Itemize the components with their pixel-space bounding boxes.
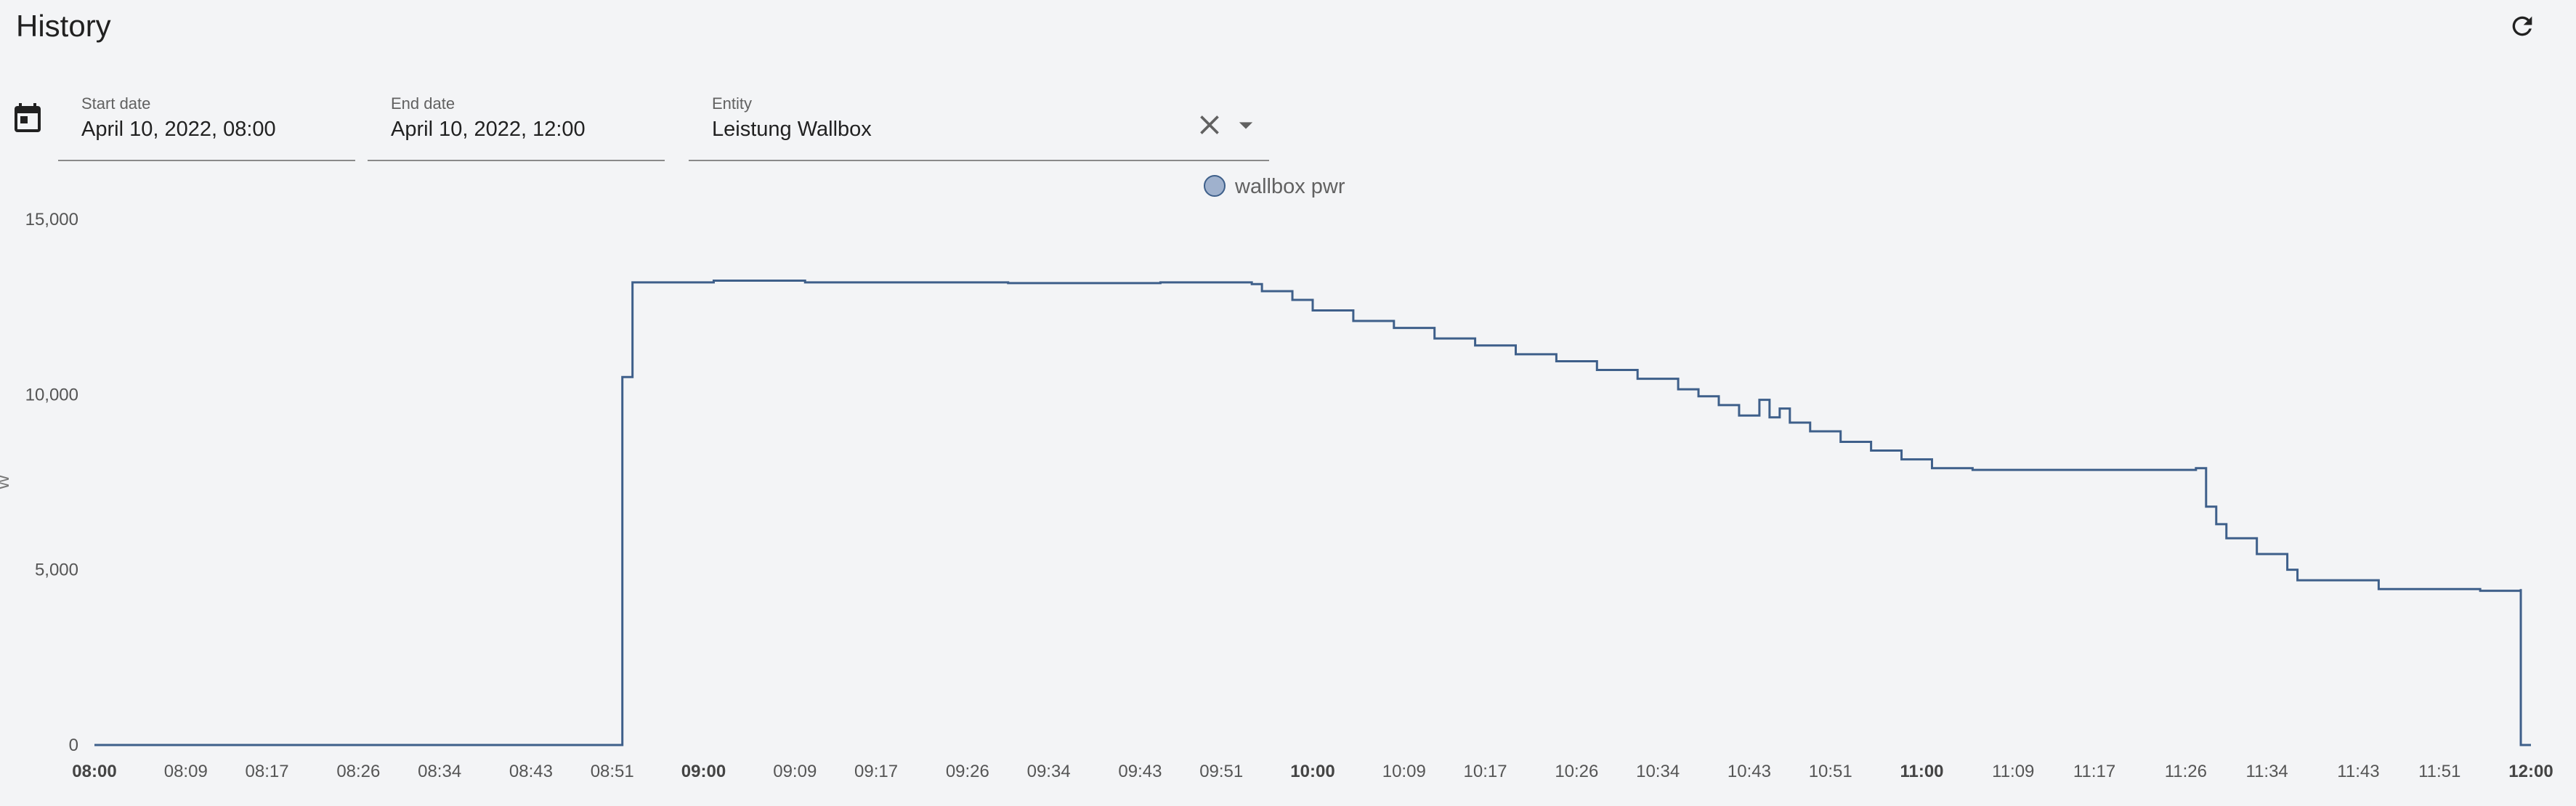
end-date-label: End date: [391, 94, 455, 113]
start-date-label: Start date: [81, 94, 151, 113]
chevron-down-icon[interactable]: [1230, 109, 1262, 141]
x-tick-label: 10:34: [1636, 762, 1680, 781]
x-tick-label: 09:34: [1027, 762, 1071, 781]
x-tick-label: 08:09: [164, 762, 208, 781]
x-tick-label: 09:17: [854, 762, 898, 781]
end-date-value: April 10, 2022, 12:00: [391, 118, 586, 141]
calendar-icon[interactable]: [10, 100, 48, 138]
x-tick-label: 10:26: [1555, 762, 1598, 781]
x-tick-label: 11:51: [2418, 762, 2460, 781]
x-tick-label: 09:26: [946, 762, 989, 781]
x-tick-label: 10:51: [1809, 762, 1852, 781]
x-tick-label: 09:09: [773, 762, 817, 781]
x-tick-label: 10:43: [1728, 762, 1771, 781]
series-line: [94, 279, 2531, 746]
x-tick-label: 08:00: [72, 762, 116, 781]
x-tick-label: 08:17: [246, 762, 289, 781]
x-tick-label: 10:00: [1290, 762, 1334, 781]
x-tick-label: 10:17: [1464, 762, 1507, 781]
x-tick-label: 08:26: [336, 762, 380, 781]
x-tick-label: 08:51: [591, 762, 634, 781]
y-tick-label: 15,000: [25, 210, 78, 229]
entity-value: Leistung Wallbox: [712, 118, 872, 141]
entity-picker[interactable]: Entity Leistung Wallbox: [689, 87, 1269, 161]
close-icon[interactable]: [1194, 109, 1226, 141]
x-tick-label: 08:34: [418, 762, 461, 781]
x-tick-label: 12:00: [2508, 762, 2553, 781]
x-tick-label: 08:43: [509, 762, 553, 781]
x-tick-label: 11:34: [2246, 762, 2288, 781]
x-tick-label: 11:17: [2073, 762, 2115, 781]
y-axis-label: W: [0, 474, 12, 489]
start-date-value: April 10, 2022, 08:00: [81, 118, 276, 141]
legend-label: wallbox pwr: [1234, 175, 1345, 198]
y-tick-label: 5,000: [35, 561, 78, 580]
legend-marker: [1204, 175, 1226, 197]
x-tick-label: 11:09: [1992, 762, 2034, 781]
entity-label: Entity: [712, 94, 753, 113]
x-tick-label: 11:26: [2165, 762, 2207, 781]
y-tick-label: 0: [69, 736, 78, 755]
x-tick-label: 09:51: [1199, 762, 1243, 781]
x-tick-label: 10:09: [1382, 762, 1426, 781]
x-tick-label: 09:00: [681, 762, 726, 781]
x-tick-label: 11:00: [1900, 762, 1943, 781]
page-title: History: [16, 9, 111, 43]
y-tick-label: 10,000: [25, 385, 78, 404]
x-tick-label: 09:43: [1118, 762, 1162, 781]
end-date-field[interactable]: End date April 10, 2022, 12:00: [368, 87, 665, 161]
x-tick-label: 11:43: [2337, 762, 2379, 781]
start-date-field[interactable]: Start date April 10, 2022, 08:00: [58, 87, 355, 161]
